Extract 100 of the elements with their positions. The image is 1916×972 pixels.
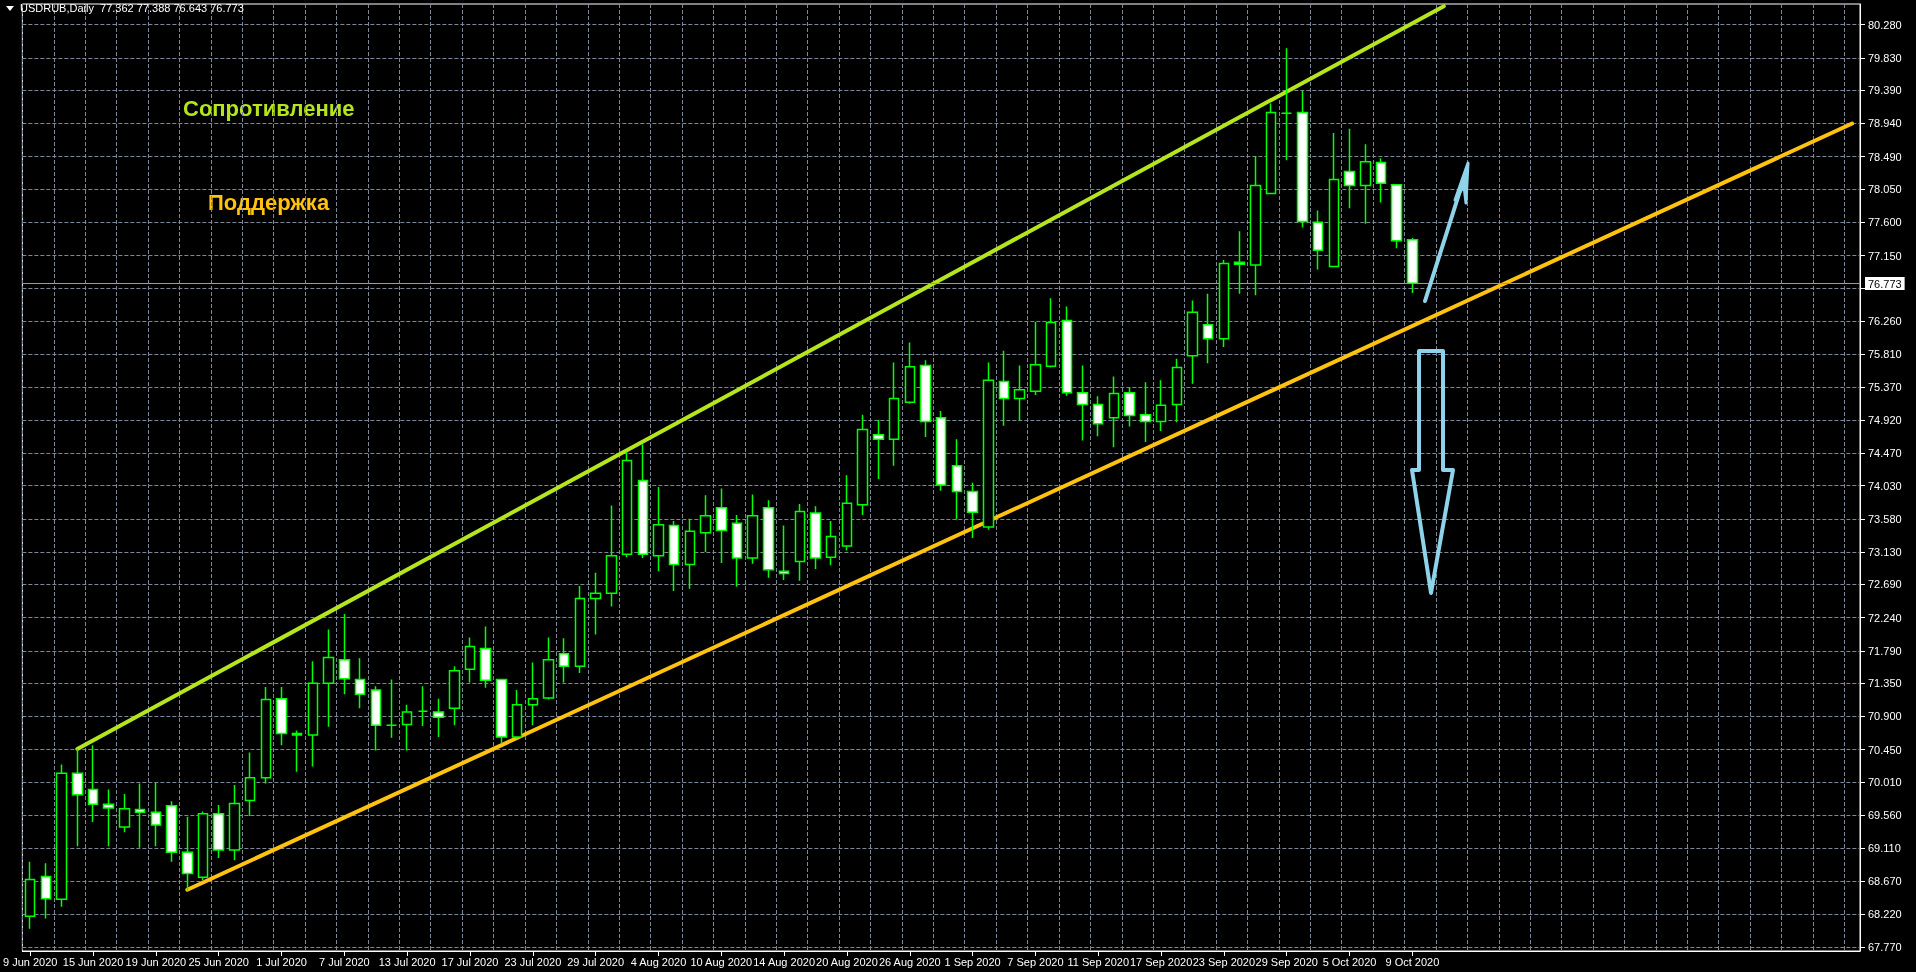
candlestick xyxy=(102,788,115,848)
candlestick xyxy=(935,410,947,492)
x-tick-label: 26 Aug 2020 xyxy=(878,955,941,968)
y-tick-label: 67.770 xyxy=(1868,941,1902,954)
x-tick-label: 13 Jul 2020 xyxy=(378,955,436,968)
candlestick xyxy=(904,341,916,405)
candlestick xyxy=(495,678,508,745)
candlestick xyxy=(919,359,932,438)
candlestick xyxy=(432,698,445,738)
candlestick xyxy=(1280,47,1293,162)
y-tick-label: 70.450 xyxy=(1868,743,1902,756)
candlestick xyxy=(322,628,335,728)
x-tick-label: 19 Jun 2020 xyxy=(125,955,187,968)
candlestick xyxy=(809,505,822,570)
y-tick-label: 69.560 xyxy=(1868,809,1902,822)
candlestick xyxy=(1139,381,1152,443)
candlestick xyxy=(542,636,555,701)
candlestick xyxy=(888,361,900,467)
y-tick-label: 78.940 xyxy=(1868,117,1902,130)
x-tick-label: 15 Jun 2020 xyxy=(62,955,124,968)
x-tick-label: 20 Aug 2020 xyxy=(816,955,878,968)
y-tick-label: 72.240 xyxy=(1868,611,1902,624)
candlestick xyxy=(1061,305,1073,397)
candlestick xyxy=(417,685,429,727)
candlestick xyxy=(699,494,712,553)
candlestick xyxy=(841,474,853,552)
y-tick-label: 78.050 xyxy=(1868,183,1902,196)
candlestick xyxy=(1045,297,1057,369)
x-tick-label: 7 Jul 2020 xyxy=(318,955,370,968)
x-tick-label: 23 Sep 2020 xyxy=(1192,955,1256,968)
candlestick xyxy=(668,520,680,592)
y-tick-label: 79.390 xyxy=(1868,84,1902,97)
candlestick xyxy=(134,782,146,849)
y-tick-label: 70.900 xyxy=(1868,710,1902,723)
candlestick xyxy=(244,751,256,817)
candlestick xyxy=(951,438,963,521)
x-tick-label: 25 Jun 2020 xyxy=(188,955,249,968)
candlestick xyxy=(778,524,790,581)
candlestick xyxy=(1233,230,1246,295)
candlestick xyxy=(1186,299,1199,385)
candlestick xyxy=(982,361,995,531)
candlestick xyxy=(307,660,319,768)
candlestick xyxy=(872,419,885,480)
candlestick xyxy=(338,613,351,696)
x-tick-label: 29 Sep 2020 xyxy=(1255,955,1318,968)
candlestick xyxy=(385,678,398,739)
candlestick xyxy=(637,443,649,559)
candlestick xyxy=(87,744,99,823)
text: Сопротивление xyxy=(183,95,355,121)
y-tick-label: 69.110 xyxy=(1868,842,1901,855)
candlestick xyxy=(1390,183,1403,249)
candlestick xyxy=(275,686,288,746)
x-tick-label: 1 Jul 2020 xyxy=(256,955,307,968)
candlestick xyxy=(165,800,178,863)
candlestick xyxy=(1202,293,1214,364)
candlestick xyxy=(71,748,84,848)
y-tick-label: 73.130 xyxy=(1868,545,1902,558)
x-tick-label: 29 Jul 2020 xyxy=(567,955,625,968)
candlestick xyxy=(856,414,869,516)
x-tick-label: 17 Jul 2020 xyxy=(441,955,499,968)
y-tick-label: 77.600 xyxy=(1868,216,1902,229)
candlestick xyxy=(1375,157,1387,204)
candlestick xyxy=(1249,155,1262,297)
y-tick-label: 77.150 xyxy=(1868,249,1902,262)
candlestick xyxy=(1265,102,1277,195)
candlestick xyxy=(291,729,303,773)
ref-line-label: 76.773 xyxy=(1868,277,1902,290)
x-tick-label: 11 Sep 2020 xyxy=(1067,955,1130,968)
candlestick xyxy=(1092,395,1104,437)
candlestick xyxy=(652,486,665,572)
text: Поддержка xyxy=(208,189,330,215)
candlestick xyxy=(1171,358,1183,423)
candlestick xyxy=(40,862,52,920)
candlestick xyxy=(1013,364,1026,422)
y-tick-label: 74.920 xyxy=(1868,413,1902,426)
y-tick-label: 68.670 xyxy=(1868,874,1902,887)
candlestick xyxy=(118,793,131,834)
candlestick xyxy=(1029,321,1042,396)
candlestick xyxy=(448,665,461,727)
x-tick-label: 1 Sep 2020 xyxy=(944,955,1001,968)
candlestick xyxy=(228,784,241,862)
candlestick xyxy=(401,703,413,752)
candlestick xyxy=(181,816,194,892)
candlestick xyxy=(998,349,1010,427)
candlestick xyxy=(605,504,618,608)
candlestick xyxy=(1359,143,1372,225)
x-tick-label: 7 Sep 2020 xyxy=(1007,955,1064,968)
x-tick-label: 23 Jul 2020 xyxy=(504,955,562,968)
candlestick xyxy=(684,518,696,590)
y-tick-label: 79.830 xyxy=(1868,51,1902,64)
candlestick xyxy=(589,571,602,636)
candlestick xyxy=(1343,127,1356,210)
y-tick-label: 72.690 xyxy=(1868,578,1902,591)
candlestick xyxy=(197,810,209,881)
y-tick-label: 68.220 xyxy=(1868,908,1902,921)
y-tick-label: 74.030 xyxy=(1868,479,1902,492)
y-tick-label: 74.470 xyxy=(1868,447,1902,460)
candlestick xyxy=(464,636,476,684)
candlestick xyxy=(825,520,837,567)
candlestick xyxy=(1406,237,1419,294)
